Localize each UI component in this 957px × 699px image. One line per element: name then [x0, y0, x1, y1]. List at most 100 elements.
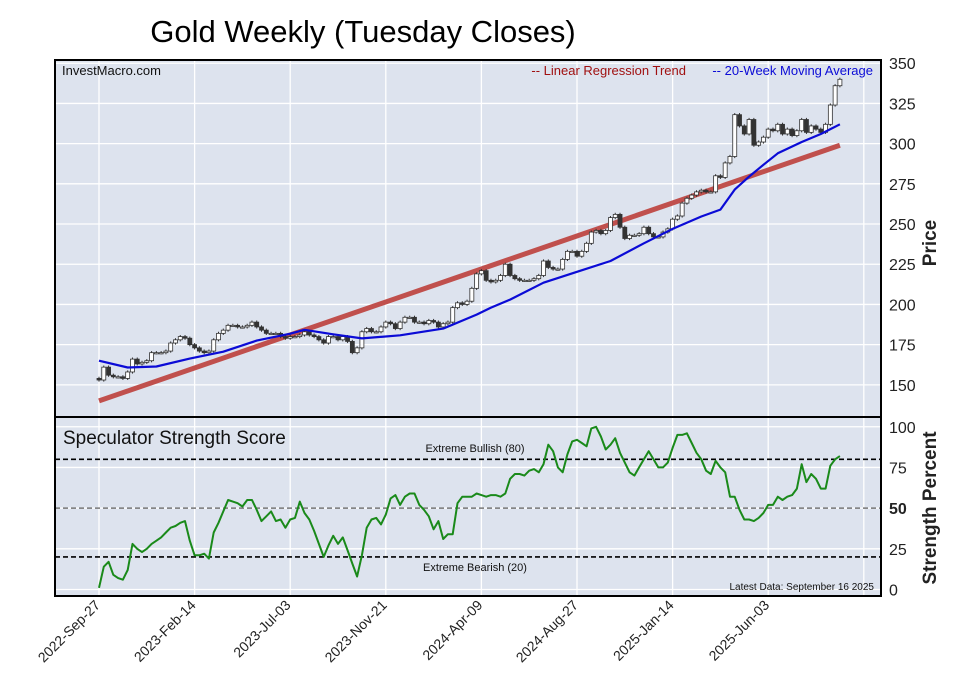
candle-body	[330, 336, 336, 339]
candle-body	[780, 123, 785, 135]
candle-body	[598, 230, 604, 235]
price-tick-label: 325	[889, 96, 916, 113]
candle-body	[550, 267, 556, 270]
x-tick-label: 2025-Jan-14	[610, 597, 677, 664]
candle-body	[756, 141, 762, 146]
chart-title: Gold Weekly (Tuesday Closes)	[150, 14, 576, 49]
legend-trend: -- Linear Regression Trend	[531, 63, 686, 78]
extreme-bullish-label: Extreme Bullish (80)	[425, 443, 524, 455]
candle-body	[192, 344, 198, 349]
extreme-bearish-label: Extreme Bearish (20)	[423, 562, 527, 574]
candle-body	[718, 175, 723, 178]
candle-body	[235, 324, 241, 328]
candle-body	[254, 321, 260, 328]
x-tick-label: 2023-Feb-14	[131, 597, 199, 665]
candle-body	[646, 226, 652, 235]
candle-body	[698, 189, 704, 193]
price-tick-label: 150	[889, 378, 916, 395]
candle-body	[569, 250, 575, 253]
candle-body	[125, 371, 131, 379]
plot-background	[55, 60, 881, 596]
candle-body	[684, 197, 690, 204]
candle-body	[464, 300, 470, 305]
candle-body	[431, 320, 437, 323]
candle-body	[627, 234, 632, 239]
candle-body	[220, 329, 226, 334]
candle-body	[392, 323, 398, 329]
candle-body	[196, 347, 202, 352]
candle-body	[144, 360, 150, 363]
price-tick-label: 275	[889, 177, 916, 194]
price-tick-label: 250	[889, 217, 916, 234]
strength-axis-label: Strength Percent	[920, 431, 941, 585]
candle-body	[340, 336, 346, 341]
price-tick-label: 175	[889, 338, 916, 355]
strength-tick-label: 100	[889, 420, 916, 437]
price-tick-label: 300	[889, 137, 916, 154]
candle-body	[321, 339, 327, 344]
x-tick-label: 2023-Nov-21	[321, 597, 390, 666]
candle-body	[827, 104, 833, 125]
candle-body	[316, 336, 322, 341]
legend-moving-average: -- 20-Week Moving Average	[712, 63, 873, 78]
candle-body	[636, 233, 642, 236]
candle-body	[674, 215, 680, 220]
candle-body	[469, 287, 475, 302]
candle-body	[263, 329, 269, 334]
candle-body	[799, 119, 805, 132]
candle-body	[297, 334, 303, 337]
candle-body	[478, 270, 484, 275]
candle-body	[751, 119, 757, 146]
candle-body	[335, 336, 341, 341]
candle-body	[283, 336, 288, 339]
candle-body	[617, 213, 623, 228]
candle-body	[488, 279, 494, 283]
candle-body	[244, 324, 250, 328]
candle-body	[761, 136, 766, 143]
x-axis-ticks: 2022-Sep-27 2023-Feb-14 2023-Jul-03 2023-No…	[35, 597, 773, 666]
x-tick-label: 2024-Apr-09	[419, 597, 485, 663]
source-label: InvestMacro.com	[62, 63, 161, 78]
candle-body	[287, 336, 293, 339]
candle-body	[560, 259, 566, 270]
candle-body	[435, 321, 441, 328]
x-tick-label: 2025-Jun-03	[705, 597, 772, 664]
candle-body	[727, 156, 733, 164]
candle-body	[741, 125, 747, 135]
candle-body	[770, 128, 776, 132]
moving-average	[98, 123, 841, 369]
candle-body	[794, 130, 800, 136]
candle-body	[378, 326, 384, 333]
price-axis-label: Price	[920, 220, 941, 266]
price-axis-ticks: 150 175 200 225 250 275 300 325 350	[889, 56, 916, 395]
candle-body	[541, 260, 546, 276]
candle-body	[407, 316, 413, 319]
candle-body	[622, 226, 628, 239]
candle-body	[526, 279, 532, 282]
strength-tick-label: 75	[889, 460, 907, 477]
candle-body	[574, 250, 580, 257]
candle-body	[201, 350, 207, 354]
candle-body	[149, 352, 154, 362]
strength-tick-label: 0	[889, 582, 898, 599]
strength-line	[98, 425, 841, 589]
candle-body	[273, 332, 279, 335]
candle-body	[354, 347, 360, 354]
candle-body	[746, 119, 752, 135]
candle-body	[416, 321, 422, 324]
candle-body	[832, 85, 838, 106]
candle-body	[737, 114, 742, 127]
candle-body	[134, 358, 140, 365]
strength-tick-label: 25	[889, 542, 907, 559]
candle-body	[474, 273, 480, 289]
candle-body	[216, 332, 221, 341]
candle-body	[115, 376, 121, 379]
candle-body	[694, 191, 699, 196]
candle-body	[153, 352, 159, 355]
plot-border	[54, 59, 882, 597]
candle-body	[163, 350, 169, 354]
candle-body	[455, 302, 460, 309]
candle-body	[450, 307, 456, 323]
candle-body	[249, 321, 255, 326]
